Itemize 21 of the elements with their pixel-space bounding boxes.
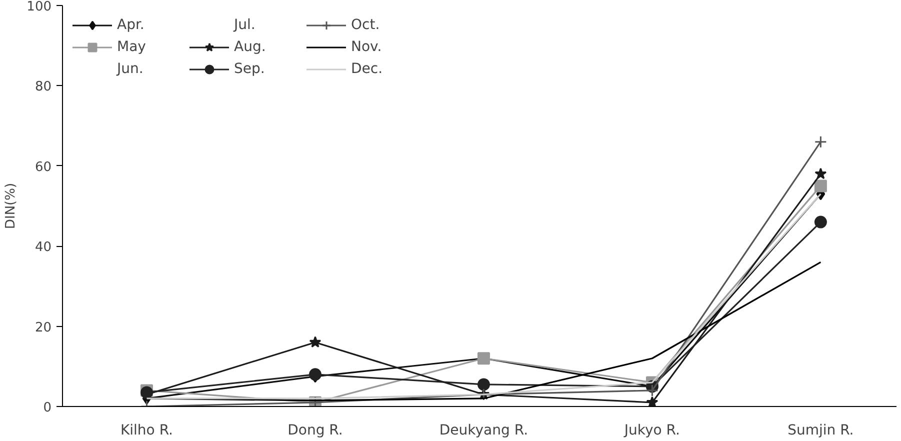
x-tick-label: Sumjin R. (788, 422, 854, 438)
y-tick-label: 100 (26, 0, 52, 14)
text: Jun. (117, 61, 144, 77)
legend-label: Aug. (234, 39, 267, 55)
y-tick-label: 60 (34, 160, 52, 175)
x-tick-label: Dong R. (288, 422, 343, 438)
x-tick-label: Deukyang R. (439, 422, 528, 438)
legend-label: Nov. (351, 39, 383, 55)
legend-label: Oct. (351, 17, 381, 33)
legend-label: May (117, 39, 147, 55)
legend-label: Sep. (234, 61, 266, 77)
y-tick-label: 40 (34, 240, 52, 256)
legend-label: Dec. (351, 61, 384, 77)
y-tick-label: 0 (43, 400, 52, 416)
y-tick-label: 80 (34, 80, 52, 95)
x-tick-label: Jukyo R. (623, 422, 680, 438)
text: Jul. (234, 17, 256, 33)
y-tick-label: 20 (34, 320, 52, 336)
x-tick-label: Kilho R. (120, 422, 174, 438)
y-axis-title: DIN(%) (4, 182, 19, 230)
legend-label: Apr. (117, 17, 146, 33)
